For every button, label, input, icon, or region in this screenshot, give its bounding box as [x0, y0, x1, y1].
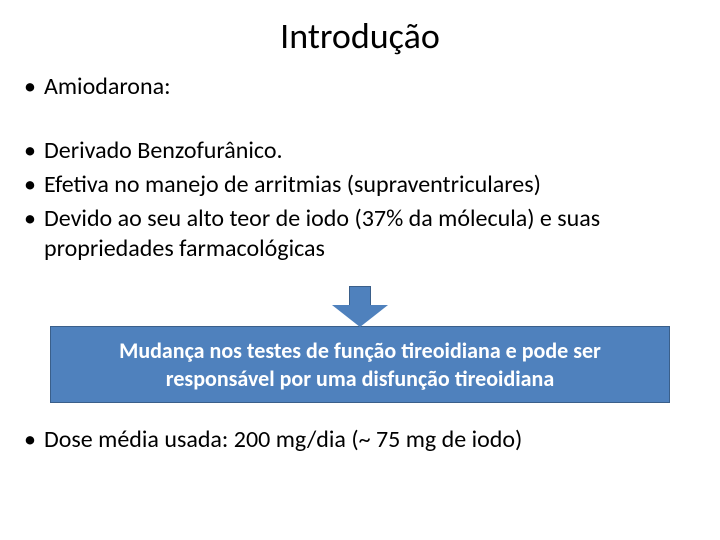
slide-title: Introdução — [22, 14, 698, 58]
bullet-item: Amiodarona: — [22, 72, 698, 102]
bullet-list-bottom: Dose média usada: 200 mg/dia (~ 75 mg de… — [22, 425, 698, 455]
spacer — [22, 106, 698, 136]
bullet-list-mid: Derivado Benzofurânico. Efetiva no manej… — [22, 136, 698, 264]
bullet-item: Derivado Benzofurânico. — [22, 136, 698, 166]
bullet-item: Efetiva no manejo de arritmias (supraven… — [22, 170, 698, 200]
bullet-list-top: Amiodarona: — [22, 72, 698, 102]
bullet-item: Dose média usada: 200 mg/dia (~ 75 mg de… — [22, 425, 698, 455]
arrow-container — [22, 286, 698, 328]
bullet-item: Devido ao seu alto teor de iodo (37% da … — [22, 204, 698, 264]
callout-box: Mudança nos testes de função tireoidiana… — [50, 326, 670, 403]
slide-container: Introdução Amiodarona: Derivado Benzofur… — [0, 0, 720, 540]
down-arrow-icon — [332, 286, 388, 328]
